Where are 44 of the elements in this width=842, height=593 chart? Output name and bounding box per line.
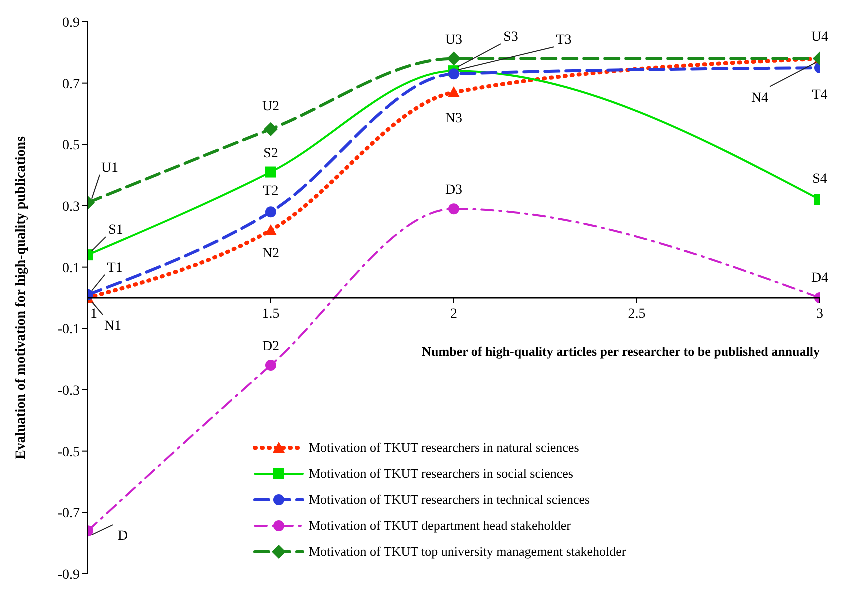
annotation: N3 — [445, 112, 463, 127]
y-tick-label: -0.7 — [58, 506, 80, 522]
point — [448, 86, 460, 98]
y-tick-label: -0.5 — [58, 445, 80, 460]
legend-label: Motivation of TKUT researchers in technical sciences — [309, 492, 590, 508]
annotation: U3 — [445, 32, 463, 48]
x-axis-title: Number of high-quality articles per researcher to be published annually — [422, 344, 820, 359]
annotation: D3 — [445, 183, 463, 198]
x-tick-label: 2.5 — [628, 307, 646, 322]
y-tick-label: 0.5 — [62, 138, 80, 154]
annotation: U2 — [262, 99, 280, 114]
y-tick-label: -0.1 — [58, 322, 80, 338]
y-tick-label: 0.9 — [62, 16, 80, 31]
legend-label: Motivation of TKUT researchers in social sciences — [309, 466, 574, 482]
annotation: D2 — [262, 339, 280, 354]
y-tick-label: -0.3 — [58, 384, 80, 399]
y-tick-label: 0.1 — [62, 261, 80, 276]
legend-label: Motivation of TKUT department head stakeholder — [309, 518, 571, 534]
annotation: S3 — [504, 30, 518, 46]
x-tick-label: 1.5 — [262, 307, 280, 322]
point — [265, 224, 277, 236]
x-tick-label: 1 — [90, 307, 98, 322]
annotation: T2 — [263, 184, 279, 200]
x-tick-label: 2 — [450, 307, 458, 322]
annotation: U1 — [101, 160, 119, 176]
annotation: D — [118, 529, 128, 544]
annotation: N1 — [104, 319, 122, 334]
annotation: D4 — [811, 271, 829, 286]
annotation: S4 — [812, 172, 828, 187]
annotation: U4 — [811, 30, 829, 45]
annotation: T1 — [107, 260, 123, 276]
annotation: N4 — [751, 90, 769, 106]
annotation: N2 — [262, 246, 280, 262]
y-axis-title: Evaluation of motivation for high-quality publications — [14, 136, 29, 460]
y-tick-label: -0.9 — [58, 568, 80, 583]
legend-label: Motivation of TKUT top university management stakeholder — [309, 544, 626, 560]
annotation: S1 — [108, 223, 124, 238]
legend-label: Motivation of TKUT researchers in natural sciences — [309, 440, 580, 456]
annotation: T4 — [812, 88, 828, 103]
annotation: T3 — [556, 33, 572, 48]
annotation: S2 — [264, 146, 278, 162]
x-tick-label: 3 — [816, 307, 824, 322]
y-tick-label: 0.3 — [62, 200, 80, 215]
y-tick-label: 0.7 — [62, 77, 80, 92]
